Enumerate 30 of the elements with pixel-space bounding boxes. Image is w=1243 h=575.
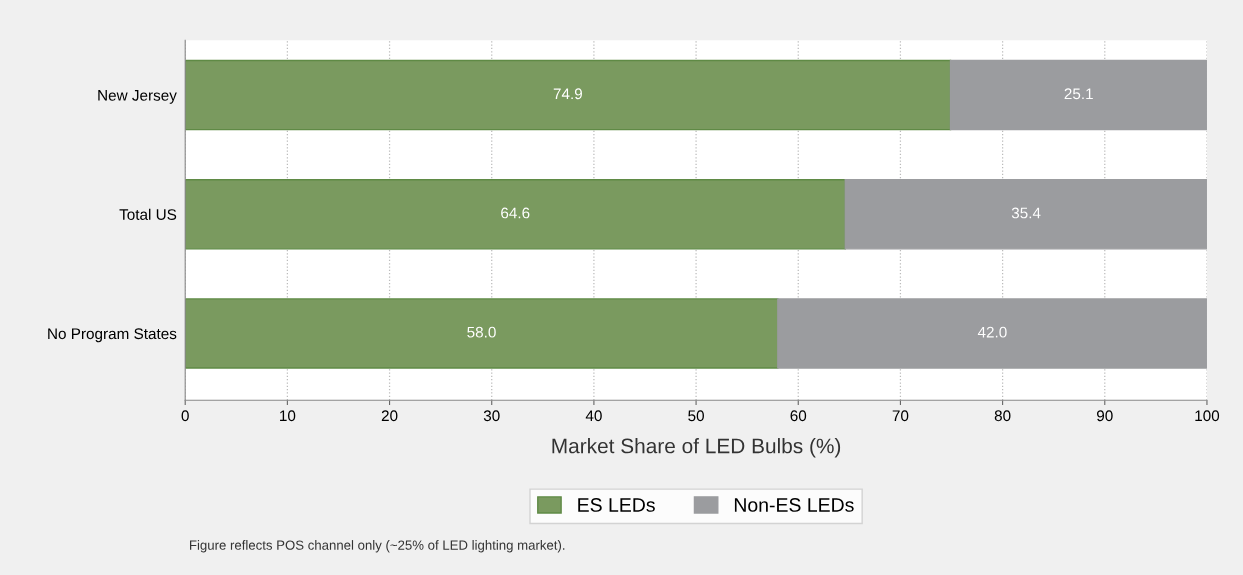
data-label: 74.9 (553, 88, 582, 100)
x-tick-label: 20 (381, 410, 398, 422)
x-tick-label: 60 (790, 410, 807, 422)
bar (185, 59, 952, 131)
data-label: 58.0 (467, 326, 496, 338)
y-tick-label: New Jersey (98, 90, 177, 104)
bar (949, 59, 1207, 131)
x-tick-label: 90 (1097, 410, 1113, 422)
y-tick-label: No Program States (48, 328, 177, 343)
bar (185, 298, 779, 369)
x-tick-label: 70 (892, 410, 909, 422)
x-tick-label: 0 (181, 410, 189, 422)
bar (185, 179, 846, 250)
data-label: 64.6 (501, 207, 530, 219)
x-tick-label: 40 (585, 410, 602, 422)
x-tick-label: 30 (483, 410, 500, 422)
x-axis-title: Market Share of LED Bulbs (%) (552, 438, 841, 458)
legend-label: ES LEDs (578, 498, 655, 512)
bar (777, 298, 1207, 369)
x-tick-label: 10 (280, 410, 296, 422)
x-tick-label: 50 (688, 410, 704, 422)
x-tick-label: 100 (1195, 410, 1220, 422)
legend-label: Non-ES LEDs (734, 498, 854, 512)
x-tick-label: 80 (994, 410, 1011, 422)
data-label: 25.1 (1064, 88, 1093, 100)
text: Figure reflects POS channel only (~25% of LED lighting market). (190, 540, 565, 553)
data-label: 42.0 (977, 326, 1007, 338)
bar (844, 179, 1207, 250)
y-tick-label: Total US (119, 208, 177, 220)
data-label: 35.4 (1011, 207, 1041, 219)
